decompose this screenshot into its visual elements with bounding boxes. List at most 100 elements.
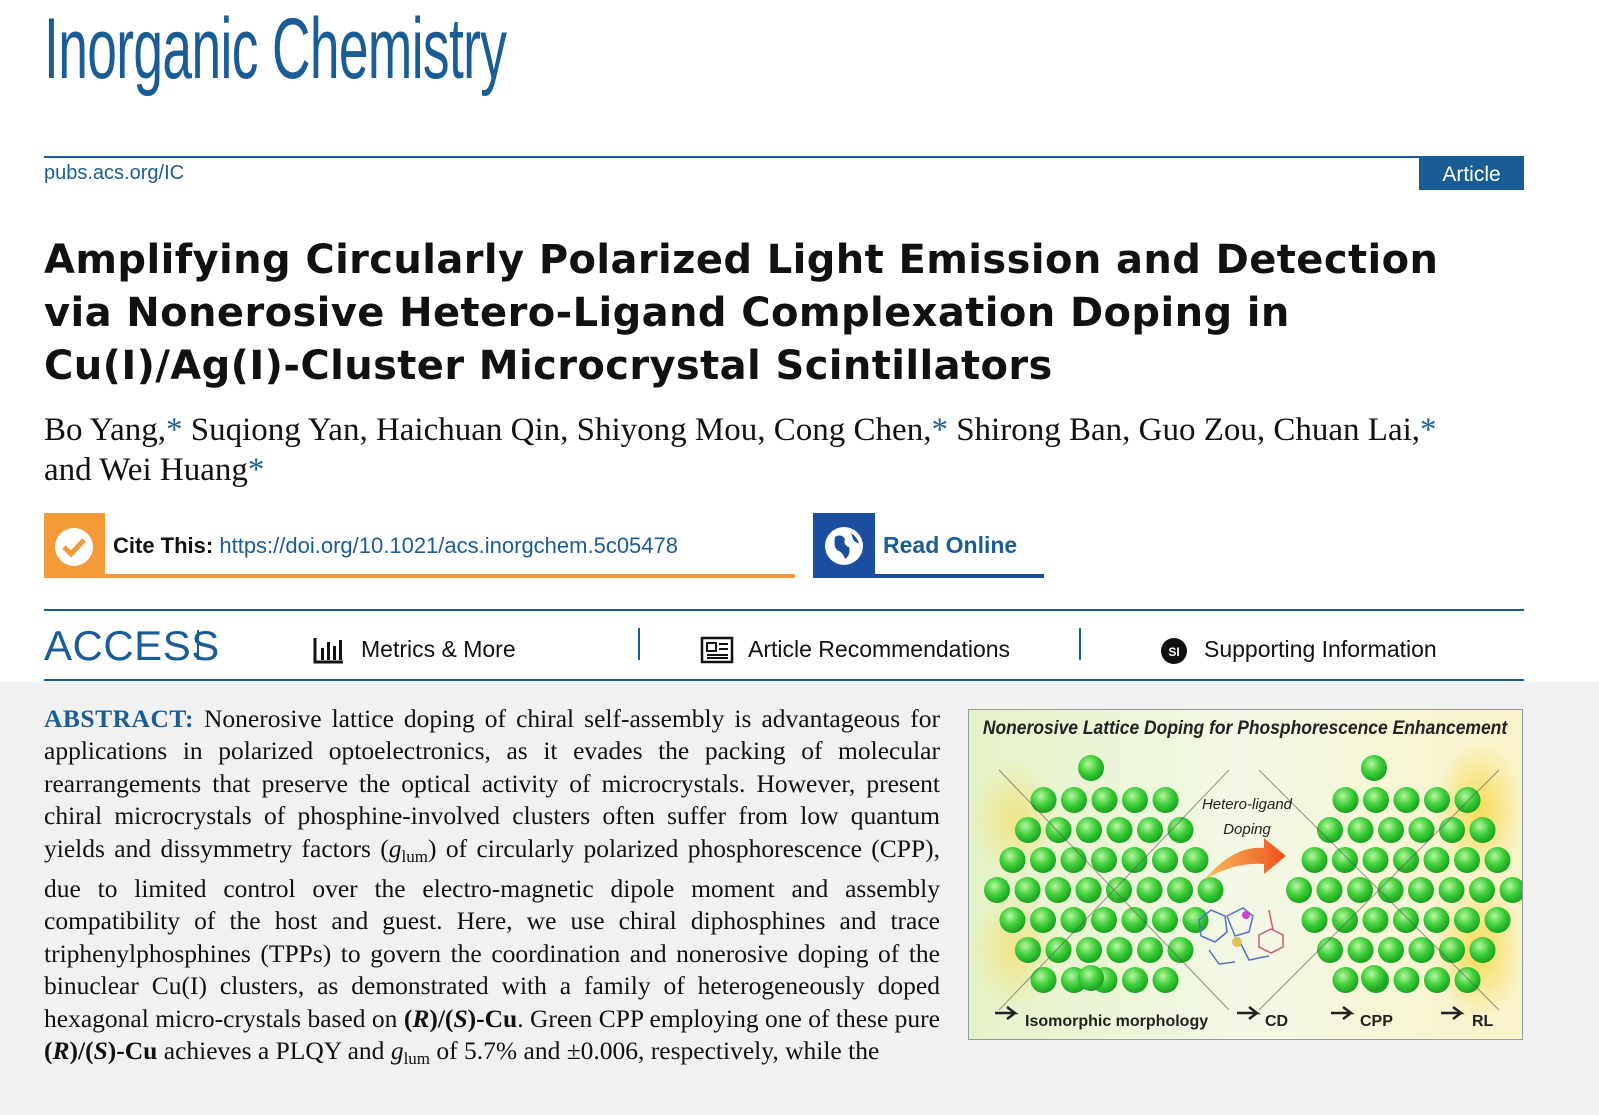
- graphic-sphere: [1423, 907, 1450, 933]
- abstract-text: Nonerosive lattice doping of chiral self…: [44, 704, 940, 863]
- nav-recommendations[interactable]: Article Recommendations: [748, 636, 1011, 662]
- author-name: and Wei Huang: [44, 452, 248, 488]
- graphic-sphere: [1439, 817, 1465, 843]
- globe-icon: [825, 527, 863, 565]
- graphic-sphere: [1469, 937, 1496, 963]
- abstract-text: of 5.7% and ±0.006, respectively, while …: [430, 1036, 880, 1066]
- graphic-sphere: [1317, 817, 1343, 843]
- graphic-sphere: [1122, 787, 1148, 813]
- graphic-sphere: [1332, 847, 1358, 873]
- graphic-sphere: [1332, 787, 1359, 813]
- graphic-sphere: [1454, 787, 1481, 813]
- graphic-sphere: [1121, 907, 1148, 933]
- cite-label: Cite This:: [113, 533, 214, 558]
- abstract-text: )-Cu: [107, 1036, 158, 1066]
- author: Haichuan Qin,: [376, 412, 568, 448]
- author: Suqiong Yan,: [191, 412, 368, 448]
- article-type: Article: [1419, 157, 1524, 190]
- abstract-text: g: [390, 1036, 404, 1066]
- nav-supporting[interactable]: Supporting Information: [1204, 636, 1437, 662]
- nav-separator: [638, 628, 640, 660]
- read-online[interactable]: Read Online: [883, 532, 1018, 558]
- graphic-sphere: [1030, 907, 1056, 933]
- access-label: ACCESS: [44, 622, 220, 669]
- graphic-sphere: [1152, 787, 1179, 813]
- graphic-sphere: [1030, 967, 1057, 993]
- graphic-sphere: [1286, 877, 1312, 903]
- graphic-label: RL: [1472, 1013, 1494, 1030]
- doi-link[interactable]: https://doi.org/10.1021/acs.inorgchem.5c…: [219, 533, 678, 558]
- graphic-sphere: [1137, 817, 1163, 843]
- graphic-sphere: [1060, 907, 1087, 933]
- graphic-arrow-label: Doping: [1223, 821, 1271, 838]
- abstract-text: S: [93, 1036, 108, 1066]
- abstract-text: )/(: [69, 1036, 94, 1066]
- graphic-sphere: [1454, 907, 1480, 933]
- si-icon: SI: [1161, 638, 1187, 664]
- article-title: Amplifying Circularly Polarized Light Em…: [44, 237, 1439, 389]
- graphic-sphere: [1167, 817, 1194, 843]
- graphic-sphere: [999, 907, 1026, 933]
- graphic-sphere: [1347, 937, 1374, 963]
- graphic-sphere: [1362, 847, 1389, 873]
- graphic-label: CPP: [1360, 1013, 1393, 1030]
- read-online-underline: [875, 574, 1044, 578]
- graphic-sphere: [1015, 937, 1041, 963]
- nav-separator: [1079, 628, 1081, 660]
- author-name: Chuan Lai,: [1273, 412, 1421, 448]
- journal-name: Inorganic Chemistry: [44, 1, 507, 97]
- author-name: Haichuan Qin,: [375, 412, 569, 448]
- graphic-sphere: [1347, 877, 1373, 903]
- graphic-sphere: [1423, 847, 1450, 873]
- access-bar: [197, 630, 199, 660]
- graphic-sphere: [1197, 877, 1224, 903]
- graphic-sphere: [1182, 847, 1209, 873]
- cite-underline: [105, 574, 795, 578]
- graphic-sphere: [1045, 817, 1072, 843]
- graphic-sphere: [1408, 937, 1435, 963]
- graphic-sphere: [1152, 847, 1178, 873]
- graphic-sphere: [1454, 847, 1480, 873]
- read-online-icon[interactable]: [813, 513, 875, 578]
- author: Bo Yang,*: [44, 412, 182, 448]
- graphic-sphere: [1014, 877, 1041, 903]
- graphic-sphere: [1106, 877, 1132, 903]
- graphic-sphere: [1378, 937, 1404, 963]
- graphic-sphere: [1015, 817, 1041, 843]
- graphic-sphere: [1167, 937, 1194, 963]
- graphic-sphere: [1091, 847, 1117, 873]
- graphic-sphere: [1030, 787, 1057, 813]
- graphic-sphere: [1076, 937, 1102, 963]
- graphic-sphere: [1363, 787, 1389, 813]
- corresponding-mark: *: [247, 452, 265, 488]
- corresponding-mark: *: [165, 412, 183, 448]
- graphic-sphere: [1469, 877, 1495, 903]
- graphic-sphere: [1152, 907, 1178, 933]
- graphic-sphere: [1377, 877, 1404, 903]
- abstract-text: lum: [403, 1049, 431, 1069]
- abstract-text: (: [403, 1003, 413, 1033]
- author-name: Bo Yang,: [44, 412, 166, 448]
- graphic-sphere: [1438, 877, 1465, 903]
- graphic-sphere: [1439, 937, 1465, 963]
- graphic-sphere: [1301, 847, 1328, 873]
- author-name: Shiyong Mou,: [576, 412, 766, 448]
- abstract-text: )-Cu: [467, 1003, 518, 1033]
- graphic-sphere: [984, 877, 1010, 903]
- graphic-sphere: [1332, 907, 1358, 933]
- graphic-sphere: [1301, 907, 1328, 933]
- graphic-sphere: [1061, 787, 1087, 813]
- access-rule-bottom: [44, 679, 1524, 681]
- graphic-sphere: [1393, 907, 1419, 933]
- abstract-text: S: [453, 1003, 468, 1033]
- journal-url[interactable]: pubs.acs.org/IC: [44, 162, 185, 184]
- recommendations-icon: [700, 636, 734, 664]
- nav-metrics[interactable]: Metrics & More: [361, 636, 516, 662]
- corresponding-mark: *: [1420, 412, 1437, 448]
- graphic-sphere: [1152, 967, 1179, 993]
- graphic-label: CD: [1265, 1013, 1288, 1030]
- graphic-sphere: [1091, 787, 1118, 813]
- author: Cong Chen,*: [774, 412, 948, 448]
- graphic-sphere: [1030, 847, 1056, 873]
